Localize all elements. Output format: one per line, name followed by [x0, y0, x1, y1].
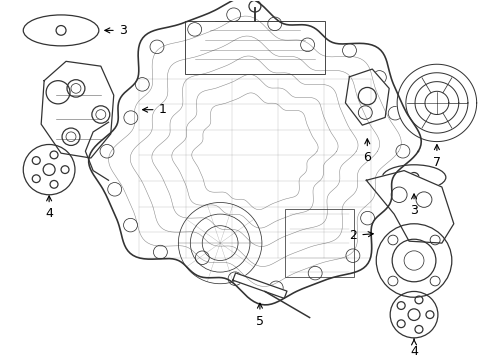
Polygon shape — [406, 73, 468, 133]
Text: 4: 4 — [45, 196, 53, 220]
Text: 5: 5 — [256, 303, 264, 328]
Polygon shape — [367, 171, 454, 243]
Polygon shape — [345, 69, 389, 125]
Text: 7: 7 — [433, 145, 441, 169]
Polygon shape — [397, 64, 477, 141]
Text: 3: 3 — [410, 194, 418, 217]
Text: 1: 1 — [143, 103, 167, 116]
Text: 3: 3 — [105, 24, 126, 37]
Polygon shape — [233, 273, 287, 298]
Text: 6: 6 — [364, 139, 371, 164]
Text: 4: 4 — [410, 339, 418, 357]
Polygon shape — [425, 91, 449, 114]
Bar — [285, 209, 354, 277]
Text: 2: 2 — [349, 229, 373, 242]
Polygon shape — [41, 61, 114, 158]
Bar — [185, 21, 324, 74]
Polygon shape — [415, 82, 459, 124]
